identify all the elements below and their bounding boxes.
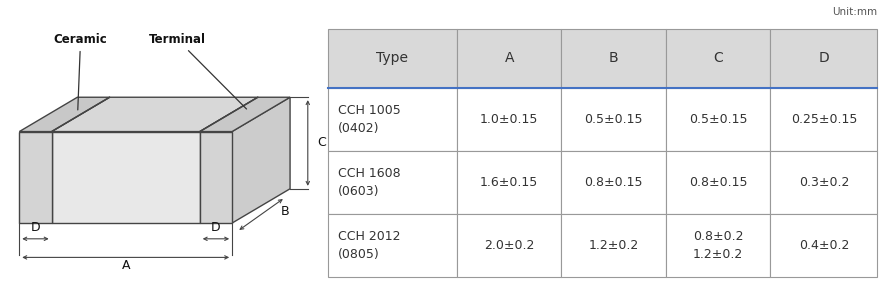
Text: CCH 1005
(0402): CCH 1005 (0402)	[338, 104, 401, 135]
Text: 2.0±0.2: 2.0±0.2	[484, 239, 534, 252]
Text: Ceramic: Ceramic	[54, 33, 108, 110]
Polygon shape	[51, 97, 258, 132]
Text: D: D	[31, 221, 41, 234]
Bar	[666, 151, 770, 214]
Polygon shape	[232, 97, 291, 223]
Bar	[770, 151, 878, 214]
Bar	[770, 214, 878, 277]
Bar	[770, 29, 878, 88]
Bar	[457, 88, 562, 151]
Text: 0.8±0.2
1.2±0.2: 0.8±0.2 1.2±0.2	[693, 230, 743, 261]
Bar	[562, 88, 666, 151]
Text: CCH 2012
(0805): CCH 2012 (0805)	[338, 230, 401, 261]
Bar	[770, 88, 878, 151]
Text: C: C	[713, 51, 723, 65]
Text: CCH 1608
(0603): CCH 1608 (0603)	[338, 167, 401, 198]
Bar	[328, 88, 457, 151]
Text: 1.2±0.2: 1.2±0.2	[588, 239, 638, 252]
Bar	[328, 29, 457, 88]
Polygon shape	[19, 132, 51, 223]
Text: 1.0±0.15: 1.0±0.15	[480, 113, 539, 126]
Text: 0.5±0.15: 0.5±0.15	[585, 113, 643, 126]
Polygon shape	[200, 132, 232, 223]
Polygon shape	[19, 97, 109, 132]
Text: Unit:mm: Unit:mm	[833, 7, 878, 17]
Bar	[457, 214, 562, 277]
Text: 0.4±0.2: 0.4±0.2	[798, 239, 849, 252]
Polygon shape	[51, 132, 200, 223]
Bar	[562, 29, 666, 88]
Text: B: B	[608, 51, 618, 65]
Bar	[666, 88, 770, 151]
Text: A: A	[122, 259, 130, 272]
Text: 1.6±0.15: 1.6±0.15	[480, 176, 539, 189]
Bar	[562, 151, 666, 214]
Bar	[562, 214, 666, 277]
Text: C: C	[318, 136, 326, 150]
Text: 0.25±0.15: 0.25±0.15	[790, 113, 857, 126]
Text: Type: Type	[376, 51, 409, 65]
Text: 0.8±0.15: 0.8±0.15	[585, 176, 643, 189]
Bar	[666, 29, 770, 88]
Text: 0.5±0.15: 0.5±0.15	[689, 113, 747, 126]
Text: Terminal: Terminal	[148, 33, 246, 109]
Text: B: B	[281, 205, 289, 218]
Polygon shape	[200, 97, 291, 132]
Text: A: A	[504, 51, 514, 65]
Bar	[328, 151, 457, 214]
Bar	[328, 214, 457, 277]
Text: 0.3±0.2: 0.3±0.2	[798, 176, 849, 189]
Text: D: D	[819, 51, 829, 65]
Text: 0.8±0.15: 0.8±0.15	[689, 176, 747, 189]
Bar	[666, 214, 770, 277]
Bar	[457, 151, 562, 214]
Text: D: D	[211, 221, 221, 234]
Bar	[457, 29, 562, 88]
